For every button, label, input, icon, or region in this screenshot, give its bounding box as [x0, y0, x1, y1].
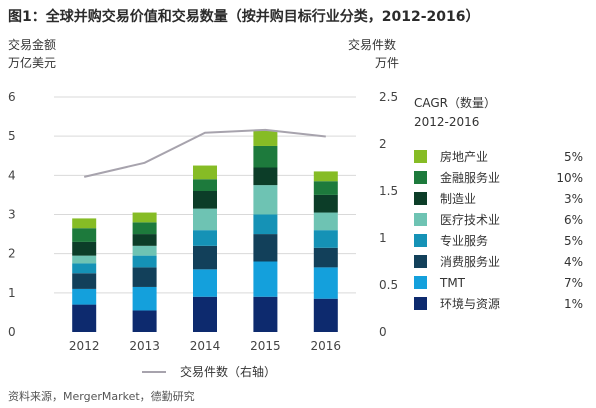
legend-cagr: 7%: [564, 276, 583, 290]
left-tick-label: 1: [8, 286, 16, 300]
left-tick-label: 4: [8, 168, 16, 182]
legend-label: 制造业: [440, 192, 476, 206]
bar-segment: [132, 267, 157, 287]
bar-segment: [253, 234, 278, 262]
legend-swatch: [414, 213, 427, 226]
bar-segment: [132, 234, 157, 246]
legend-swatch: [414, 234, 427, 247]
legend-swatch: [414, 150, 427, 163]
right-tick-label: 1: [379, 231, 387, 245]
bar-segment: [72, 218, 97, 229]
legend-cagr: 6%: [564, 213, 583, 227]
bar-segment: [193, 245, 217, 270]
left-tick-label: 2: [8, 247, 16, 261]
right-tick-label: 0: [379, 325, 387, 339]
left-tick-label: 5: [8, 129, 16, 143]
y-left-label-line-2: 万亿美元: [8, 55, 56, 70]
bar-segment: [132, 222, 157, 235]
bar-segment: [72, 255, 97, 264]
y-right-label-line-2: 万件: [375, 56, 399, 70]
legend-cagr: 10%: [556, 171, 583, 185]
bar-segment: [72, 263, 97, 274]
bar-segment: [193, 230, 217, 246]
legend-label: 消费服务业: [440, 254, 500, 269]
right-tick-label: 1.5: [379, 184, 398, 198]
legend-cagr: 5%: [564, 150, 583, 164]
source-note: 资料来源，MergerMarket，德勤研究: [8, 389, 195, 403]
legend-label: 医疗技术业: [440, 213, 500, 227]
legend-cagr: 4%: [564, 255, 583, 269]
line-series: [83, 128, 326, 178]
bar-segment: [253, 167, 278, 186]
right-tick-label: 2.5: [379, 90, 398, 104]
y-left-label-line-1: 交易金额: [8, 37, 56, 52]
bar-segment: [253, 296, 278, 332]
bar-segment: [193, 165, 217, 180]
x-tick-label: 2016: [311, 339, 342, 353]
legend-swatch: [414, 255, 427, 268]
bar-segment: [132, 310, 157, 332]
legend-swatch: [414, 297, 427, 310]
legend-label: 房地产业: [440, 149, 488, 164]
left-tick-label: 3: [8, 208, 16, 222]
bar-segment: [193, 191, 217, 209]
bar-segment: [313, 247, 338, 268]
bar-segment: [313, 212, 338, 231]
bar-segment: [72, 228, 97, 242]
x-tick-label: 2012: [69, 339, 100, 353]
bar-segment: [132, 255, 157, 268]
legend-swatch: [414, 171, 427, 184]
legend-label: 专业服务: [440, 233, 488, 248]
bar-segment: [313, 298, 338, 332]
bar-segment: [193, 208, 217, 231]
bar-segment: [253, 261, 278, 297]
bar-segment: [253, 130, 278, 146]
line-legend-label: 交易件数（右轴）: [180, 364, 276, 379]
right-axis-ticks: 0 0.5 1 1.5 2 2.5: [379, 90, 398, 339]
legend-label: TMT: [439, 276, 466, 290]
legend-swatch: [414, 192, 427, 205]
bar-segment: [193, 296, 217, 332]
legend-cagr: 3%: [564, 192, 583, 206]
bar-segment: [72, 241, 97, 256]
legend-cagr: 5%: [564, 234, 583, 248]
x-axis-ticks: 2012 2013 2014 2015 2016: [69, 339, 341, 353]
legend-header-line-1: CAGR（数量）: [414, 95, 496, 110]
bar-segment: [313, 181, 338, 195]
x-tick-label: 2014: [190, 339, 221, 353]
left-axis-ticks: 0 1 2 3 4 5 6: [8, 90, 16, 339]
bar-segment: [253, 214, 278, 235]
x-tick-label: 2015: [250, 339, 281, 353]
bar-segment: [132, 286, 157, 311]
bars: [72, 130, 338, 332]
bar-segment: [132, 245, 157, 256]
bar-segment: [253, 185, 278, 215]
left-tick-label: 0: [8, 325, 16, 339]
bar-segment: [313, 267, 338, 299]
bar-segment: [132, 212, 157, 223]
bar-segment: [253, 145, 278, 168]
right-tick-label: 2: [379, 137, 387, 151]
bar-segment: [72, 288, 97, 305]
legend: 房地产业 5% 金融服务业 10% 制造业 3% 医疗技术业 6% 专业服务 5% 消费服务业 4% T…: [414, 149, 583, 311]
y-right-label-line-1: 交易件数: [348, 37, 396, 52]
legend-label: 金融服务业: [440, 170, 500, 185]
bar-segment: [313, 194, 338, 213]
bar-segment: [193, 269, 217, 297]
legend-header-line-2: 2012-2016: [414, 115, 479, 129]
bar-segment: [72, 304, 97, 332]
x-tick-label: 2013: [129, 339, 160, 353]
bar-segment: [313, 171, 338, 182]
legend-swatch: [414, 276, 427, 289]
legend-label: 环境与资源: [440, 296, 500, 311]
chart-title: 图1：全球并购交易价值和交易数量（按并购目标行业分类，2012-2016）: [8, 8, 479, 25]
bar-segment: [72, 273, 97, 289]
bar-segment: [313, 230, 338, 248]
left-tick-label: 6: [8, 90, 16, 104]
legend-cagr: 1%: [564, 297, 583, 311]
bar-segment: [193, 179, 217, 191]
right-tick-label: 0.5: [379, 278, 398, 292]
